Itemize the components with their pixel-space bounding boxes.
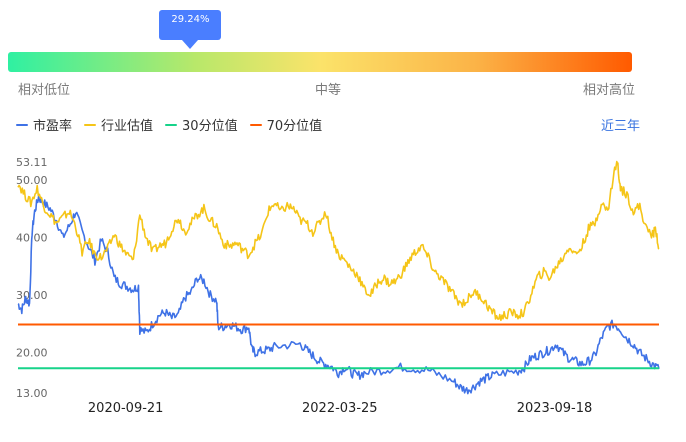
gauge-high-label: 相对高位 [583,83,636,98]
legend-item-p30[interactable]: 30分位值 [165,115,238,134]
legend-item-pe[interactable]: 市盈率 [16,115,72,134]
range-3y-button[interactable]: 近三年 [600,119,640,134]
legend-label-industry: 行业估值 [101,119,154,134]
gauge-low-label: 相对低位 [18,83,71,98]
legend-label-p30: 30分位值 [182,119,238,134]
series-line-pe [17,196,660,395]
legend-swatch-p30 [165,123,178,126]
legend-label-pe: 市盈率 [33,119,73,134]
valuation-gauge-bar [8,52,632,72]
legend-item-industry[interactable]: 行业估值 [84,115,153,134]
legend-swatch-industry [84,123,97,126]
legend-item-p70[interactable]: 70分位值 [249,115,323,134]
legend-swatch-p70 [249,123,262,126]
gauge-mid-label: 中等 [315,83,342,98]
legend-swatch-pe [16,123,28,126]
legend-label-p70: 70分位值 [266,119,323,134]
y-tick-label: 50.00 [16,174,48,187]
y-tick-label: 20.00 [16,347,48,360]
percentile-tooltip: 29.24% [159,10,222,40]
y-tick-label: 53.11 [16,156,48,169]
chart-legend: 市盈率 行业估值 30分位值 70分位值 [16,115,322,134]
x-tick-label: 2020-09-21 [88,401,164,416]
series-line-industry [17,160,660,322]
y-tick-label: 13.00 [16,387,48,400]
x-tick-label: 2022-03-25 [302,401,378,416]
y-tick-label: 30.00 [16,289,48,302]
x-tick-label: 2023-09-18 [517,401,593,416]
tooltip-pointer-icon [182,40,199,49]
